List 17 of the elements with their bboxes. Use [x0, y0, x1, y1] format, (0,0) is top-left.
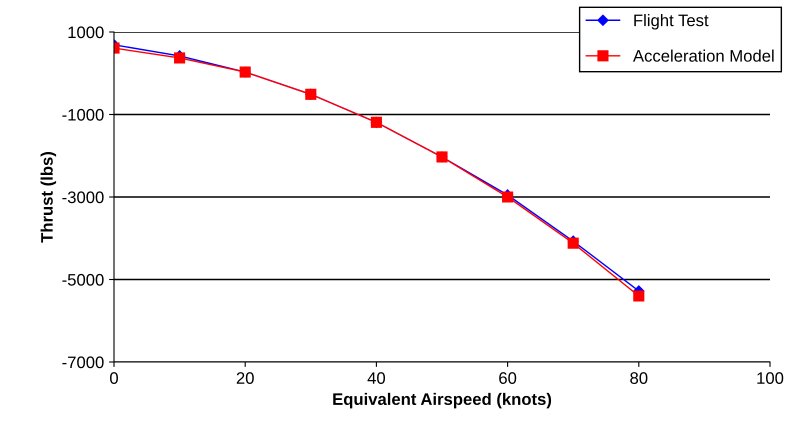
y-tick-label: -5000	[62, 274, 104, 286]
legend-label: Acceleration Model	[632, 50, 774, 62]
x-tick-label: 80	[630, 372, 648, 384]
y-tick-label: -1000	[62, 108, 104, 121]
legend-label: Flight Test	[634, 14, 708, 30]
y-tick-label: 1000	[68, 26, 104, 38]
point	[633, 290, 644, 302]
x-tick-label: 0	[110, 372, 118, 384]
x-tick-label: 100	[757, 372, 784, 384]
x-tick-label: 40	[368, 372, 386, 384]
point	[568, 238, 579, 249]
x-tick-label: 20	[236, 372, 254, 384]
y-axis-title: Thrust (lbs)	[40, 152, 56, 243]
y-tick-label: -7000	[62, 356, 104, 368]
x-tick-label: 60	[499, 372, 516, 384]
y-tick-label: -3000	[62, 191, 104, 204]
x-axis-title: Equivalent Airspeed (knots)	[333, 392, 552, 408]
